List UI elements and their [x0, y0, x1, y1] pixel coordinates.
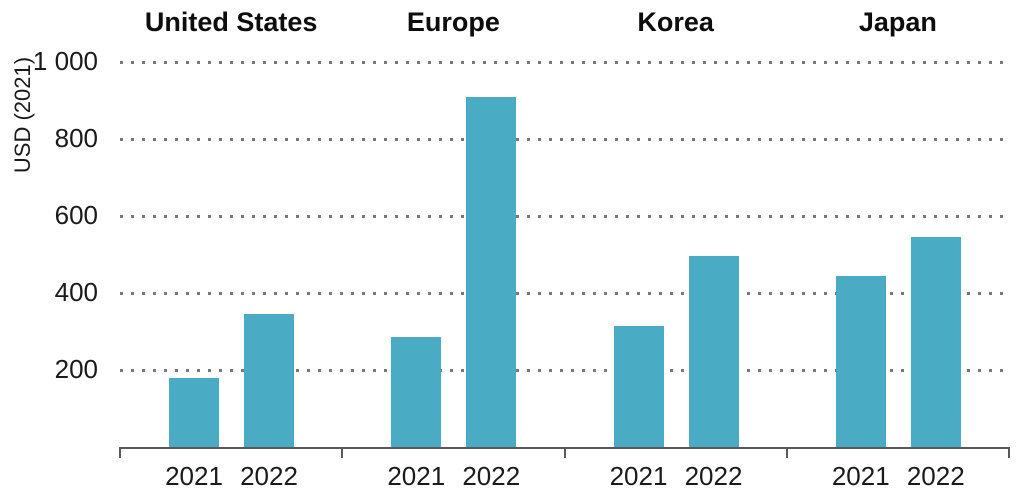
bar-europe-2021 — [391, 337, 442, 447]
x-label-2022: 2022 — [240, 461, 298, 491]
bar-europe-2022 — [466, 96, 517, 447]
x-label-2021: 2021 — [831, 461, 890, 491]
bar-japan-2021 — [835, 275, 886, 447]
x-axis-tick — [1008, 447, 1010, 458]
x-label-2021: 2021 — [165, 461, 223, 491]
bar-united-states-2022 — [244, 314, 294, 447]
group-title-europe: Europe — [406, 7, 500, 37]
x-label-2022: 2022 — [684, 461, 743, 491]
gridline-800 — [120, 138, 1009, 141]
bar-japan-2022 — [910, 237, 961, 447]
y-tick-label: 400 — [54, 277, 98, 307]
x-label-2021: 2021 — [609, 461, 668, 491]
y-tick-label: 600 — [54, 200, 98, 230]
x-axis-tick — [119, 447, 121, 458]
bar-korea-2021 — [613, 325, 664, 447]
gridline-400 — [120, 292, 1009, 295]
x-label-2021: 2021 — [387, 461, 446, 491]
group-title-japan: Japan — [858, 7, 937, 37]
group-title-korea: Korea — [637, 7, 714, 37]
gridline-1000 — [120, 61, 1009, 64]
gridline-200 — [120, 369, 1009, 372]
y-tick-label: 1 000 — [32, 46, 98, 76]
bar-korea-2022 — [688, 256, 739, 447]
gridline-600 — [120, 215, 1009, 218]
y-tick-label: 200 — [54, 354, 98, 384]
x-axis-tick — [341, 447, 344, 458]
bar-united-states-2021 — [169, 377, 219, 447]
x-axis-tick — [785, 447, 788, 458]
x-axis-tick — [563, 447, 566, 458]
y-tick-label: 800 — [54, 123, 98, 153]
x-label-2022: 2022 — [906, 461, 965, 491]
x-label-2022: 2022 — [462, 461, 521, 491]
group-title-united-states: United States — [144, 7, 318, 37]
